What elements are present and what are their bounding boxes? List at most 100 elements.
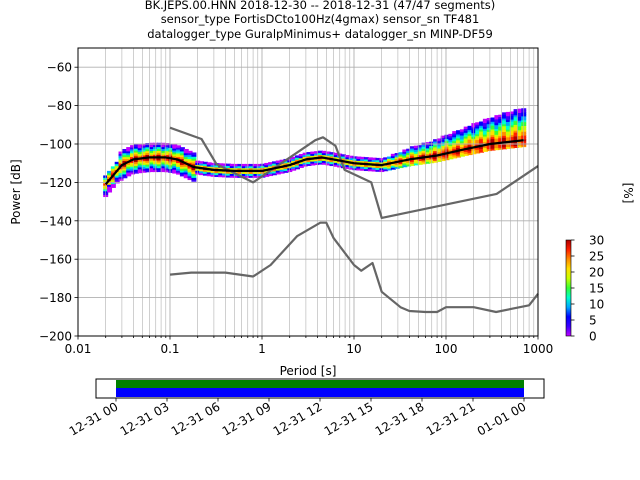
histogram-cell xyxy=(417,147,423,150)
histogram-cell xyxy=(444,146,450,149)
histogram-cell xyxy=(467,131,473,134)
histogram-cell xyxy=(505,125,511,128)
histogram-cell xyxy=(436,144,442,147)
histogram-cell xyxy=(448,135,454,139)
histogram-cell xyxy=(482,128,488,131)
histogram-cell xyxy=(440,158,446,162)
histogram-cell xyxy=(110,179,116,183)
histogram-cell xyxy=(371,161,377,164)
histogram-cell xyxy=(456,130,462,133)
histogram-cell xyxy=(402,162,408,166)
histogram-cell xyxy=(187,152,193,156)
histogram-cell xyxy=(176,170,182,173)
y-tick-label: −100 xyxy=(39,138,72,152)
histogram-cell xyxy=(459,137,465,140)
histogram-cell xyxy=(110,185,116,188)
histogram-cell xyxy=(130,156,136,160)
histogram-cell xyxy=(149,163,155,167)
histogram-cell xyxy=(317,158,323,161)
histogram-cell xyxy=(448,145,454,148)
histogram-cell xyxy=(179,158,185,162)
histogram-cell xyxy=(172,148,178,151)
histogram-cell xyxy=(452,131,458,134)
histogram-cell xyxy=(229,167,235,171)
histogram-cell xyxy=(248,171,254,174)
histogram-cell xyxy=(164,150,170,154)
histogram-cell xyxy=(509,136,515,139)
histogram-cell xyxy=(463,128,469,131)
histogram-cell xyxy=(486,141,492,144)
histogram-cell xyxy=(149,148,155,151)
histogram-cell xyxy=(398,163,404,167)
histogram-cell xyxy=(459,154,465,157)
timeline-tick-label: 01-01 00 xyxy=(475,399,529,438)
histogram-cell xyxy=(241,163,247,167)
histogram-cell xyxy=(383,157,389,160)
histogram-cell xyxy=(225,173,231,176)
histogram-cell xyxy=(107,186,113,189)
histogram-cell xyxy=(133,148,139,151)
histogram-cell xyxy=(486,144,492,148)
histogram-cell xyxy=(494,120,500,124)
histogram-cell xyxy=(498,120,504,123)
histogram-cell xyxy=(494,136,500,139)
histogram-cell xyxy=(398,154,404,157)
histogram-cell xyxy=(133,159,139,163)
histogram-cell xyxy=(118,163,124,166)
histogram-cell xyxy=(241,171,247,174)
histogram-cell xyxy=(294,166,300,170)
histogram-cell xyxy=(513,111,519,114)
histogram-cell xyxy=(130,168,136,171)
histogram-cell xyxy=(260,167,266,170)
histogram-cell xyxy=(172,171,178,174)
histogram-cell xyxy=(141,151,147,154)
histogram-cell xyxy=(145,162,151,165)
histogram-cell xyxy=(482,139,488,143)
histogram-cell xyxy=(329,163,335,167)
histogram-cell xyxy=(421,144,427,148)
histogram-cell xyxy=(283,166,289,170)
histogram-cell xyxy=(145,154,151,157)
histogram-cell xyxy=(218,170,224,174)
histogram-cell xyxy=(329,155,335,159)
histogram-cell xyxy=(118,172,124,176)
histogram-cell xyxy=(302,164,308,167)
histogram-cell xyxy=(452,152,458,155)
histogram-cell xyxy=(168,166,174,170)
histogram-cell xyxy=(110,181,116,185)
histogram-cell xyxy=(329,159,335,163)
histogram-cell xyxy=(126,172,132,175)
histogram-cell xyxy=(459,135,465,138)
histogram-cell xyxy=(490,127,496,130)
histogram-cell xyxy=(168,162,174,166)
histogram-cell xyxy=(509,119,515,122)
colorbar-tick-label: 20 xyxy=(589,266,604,280)
histogram-cell xyxy=(463,141,469,145)
histogram-cell xyxy=(367,159,373,162)
histogram-cell xyxy=(179,147,185,150)
histogram-cell xyxy=(479,129,485,132)
histogram-cell xyxy=(126,154,132,158)
histogram-cell xyxy=(387,160,393,163)
histogram-cell xyxy=(517,122,523,125)
histogram-cell xyxy=(156,158,162,161)
histogram-cell xyxy=(183,168,189,171)
histogram-cell xyxy=(333,156,339,160)
histogram-cell xyxy=(490,134,496,138)
histogram-cell xyxy=(110,166,116,169)
histogram-cell xyxy=(210,172,216,175)
histogram-cell xyxy=(206,173,212,177)
histogram-cell xyxy=(222,173,228,176)
histogram-cell xyxy=(149,152,155,155)
histogram-cell xyxy=(114,165,120,169)
histogram-cell xyxy=(168,153,174,156)
histogram-cell xyxy=(160,169,166,173)
histogram-cell xyxy=(168,159,174,162)
histogram-cell xyxy=(137,159,143,162)
histogram-cell xyxy=(502,125,508,129)
timeline-tick-label: 12-31 09 xyxy=(220,399,274,438)
histogram-cell xyxy=(509,138,515,141)
histogram-cell xyxy=(505,134,511,138)
colorbar-ticks: 0 5 10 15 20 25 30 xyxy=(571,234,604,344)
histogram-cell xyxy=(256,163,262,167)
